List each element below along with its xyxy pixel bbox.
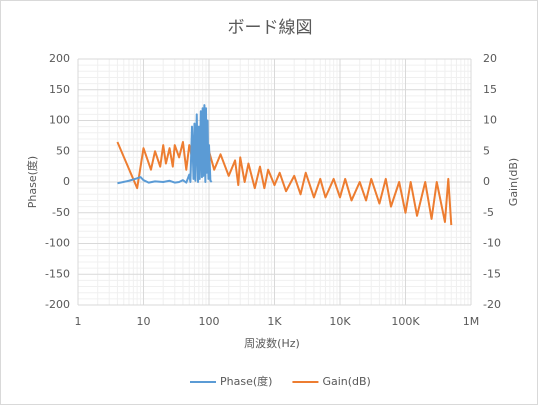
y-tick-label: 0 (63, 175, 70, 188)
y-tick-label: 150 (49, 83, 70, 96)
x-tick-label: 1K (267, 315, 282, 328)
x-tick-label: 10 (137, 315, 151, 328)
chart-title: ボード線図 (228, 18, 313, 38)
y-tick-label: -100 (45, 237, 70, 250)
y2-tick-label: -20 (483, 298, 501, 311)
y2-tick-label: 5 (483, 144, 490, 157)
x-axis-title: 周波数(Hz) (244, 337, 300, 350)
y-tick-label: 200 (49, 52, 70, 65)
y-tick-label: 50 (56, 144, 70, 157)
y-tick-label: -200 (45, 298, 70, 311)
y2-tick-label: 15 (483, 83, 497, 96)
y2-tick-label: 0 (483, 175, 490, 188)
series-line (117, 104, 213, 185)
y2-tick-label: -5 (483, 206, 494, 219)
x-tick-label: 1M (463, 315, 480, 328)
x-tick-label: 100K (391, 315, 420, 328)
x-tick-label: 100 (199, 315, 220, 328)
y-tick-label: -150 (45, 267, 70, 280)
y2-tick-label: 20 (483, 52, 497, 65)
y-axis-title: Phase(度) (25, 156, 39, 208)
y2-tick-label: -15 (483, 267, 501, 280)
legend-label: Gain(dB) (322, 375, 370, 388)
x-tick-label: 10K (329, 315, 351, 328)
y2-axis-title: Gain(dB) (507, 158, 520, 206)
y-tick-label: -50 (52, 206, 70, 219)
series-line (116, 141, 453, 226)
y2-tick-label: 10 (483, 114, 497, 127)
legend-label: Phase(度) (220, 374, 272, 388)
y-tick-label: 100 (49, 114, 70, 127)
x-tick-label: 1 (75, 315, 82, 328)
y2-tick-label: -10 (483, 237, 501, 250)
